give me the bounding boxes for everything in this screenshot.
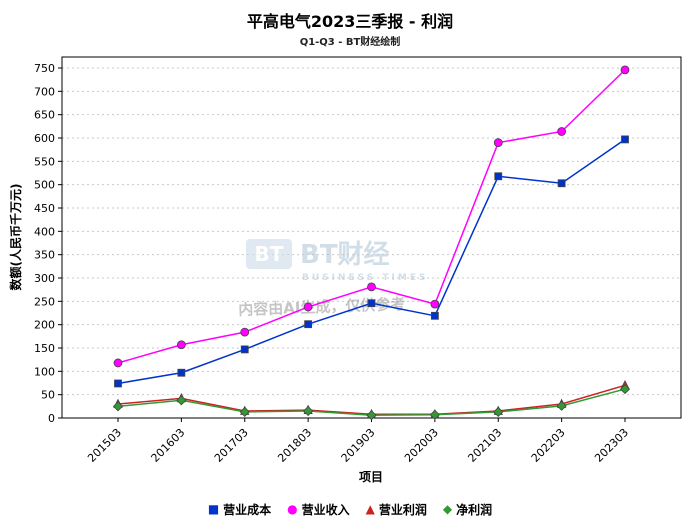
legend-item-2[interactable]: ● 营业收入 [287,501,350,518]
svg-text:750: 750 [34,62,55,75]
svg-text:202203: 202203 [529,426,568,465]
series-营业收入 [113,65,630,368]
series-净利润 [112,384,631,421]
svg-text:600: 600 [34,132,55,145]
chart-legend: ■ 营业成本 ● 营业收入 ▲ 营业利润 ◆ 净利润 [0,500,700,518]
triangle-marker-icon: ▲ [365,502,375,516]
legend-item-3[interactable]: ▲ 营业利润 [366,501,427,518]
square-marker-icon: ■ [207,502,220,516]
watermark-brand-subtext: BUSINESS TIMES [302,273,428,283]
legend-label: 净利润 [456,502,493,517]
svg-text:650: 650 [34,109,55,122]
y-axis-title: 数额(人民币千万元) [8,184,23,291]
svg-text:150: 150 [34,342,55,355]
svg-text:201603: 201603 [149,426,188,465]
legend-item-4[interactable]: ◆ 净利润 [443,501,492,518]
legend-label: 营业利润 [378,502,427,517]
data-series [112,65,631,421]
legend-item-1[interactable]: ■ 营业成本 [208,501,271,518]
watermark-logo-icon [246,239,292,269]
svg-text:0: 0 [48,412,55,425]
legend-label: 营业收入 [301,502,350,517]
svg-text:350: 350 [34,249,55,262]
svg-text:100: 100 [34,365,55,378]
grid-lines [62,67,681,396]
svg-text:201703: 201703 [212,426,251,465]
svg-text:201903: 201903 [339,426,378,465]
diamond-marker-icon: ◆ [442,502,453,516]
svg-text:202303: 202303 [592,426,631,465]
svg-text:201803: 201803 [275,426,314,465]
svg-text:250: 250 [34,295,55,308]
svg-text:300: 300 [34,272,55,285]
watermark-ai-disclaimer: 内容由AI生成，仅供参考 [238,295,406,319]
svg-text:400: 400 [34,225,55,238]
svg-text:202003: 202003 [402,426,441,465]
chart-title: 平高电气2023三季报 - 利润 [246,12,454,31]
svg-text:450: 450 [34,202,55,215]
svg-text:500: 500 [34,179,55,192]
watermark: BT BT财经 BUSINESS TIMES 内容由AI生成，仅供参考 [238,239,428,319]
circle-marker-icon: ● [287,502,298,516]
series-营业成本 [114,135,629,388]
legend-label: 营业成本 [223,502,272,517]
watermark-brand-text: BT财经 [300,239,390,270]
svg-text:550: 550 [34,155,55,168]
svg-text:200: 200 [34,319,55,332]
svg-text:700: 700 [34,85,55,98]
watermark-logo-abbr: BT [255,242,284,266]
svg-text:201503: 201503 [85,426,124,465]
svg-text:202103: 202103 [465,426,504,465]
chart-subtitle: Q1-Q3 - BT财经绘制 [299,37,401,48]
svg-text:50: 50 [41,389,55,402]
x-axis-title: 项目 [359,470,383,484]
